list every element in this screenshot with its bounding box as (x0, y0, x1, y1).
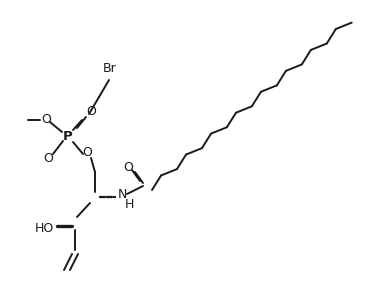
Text: Br: Br (103, 62, 117, 74)
Text: O: O (41, 113, 51, 125)
Text: O: O (86, 105, 96, 118)
Text: H: H (124, 197, 134, 211)
Text: N: N (117, 188, 127, 200)
Text: P: P (63, 129, 73, 143)
Text: O: O (43, 151, 53, 165)
Text: HO: HO (35, 222, 54, 234)
Text: O: O (123, 161, 133, 174)
Text: O: O (82, 145, 92, 159)
